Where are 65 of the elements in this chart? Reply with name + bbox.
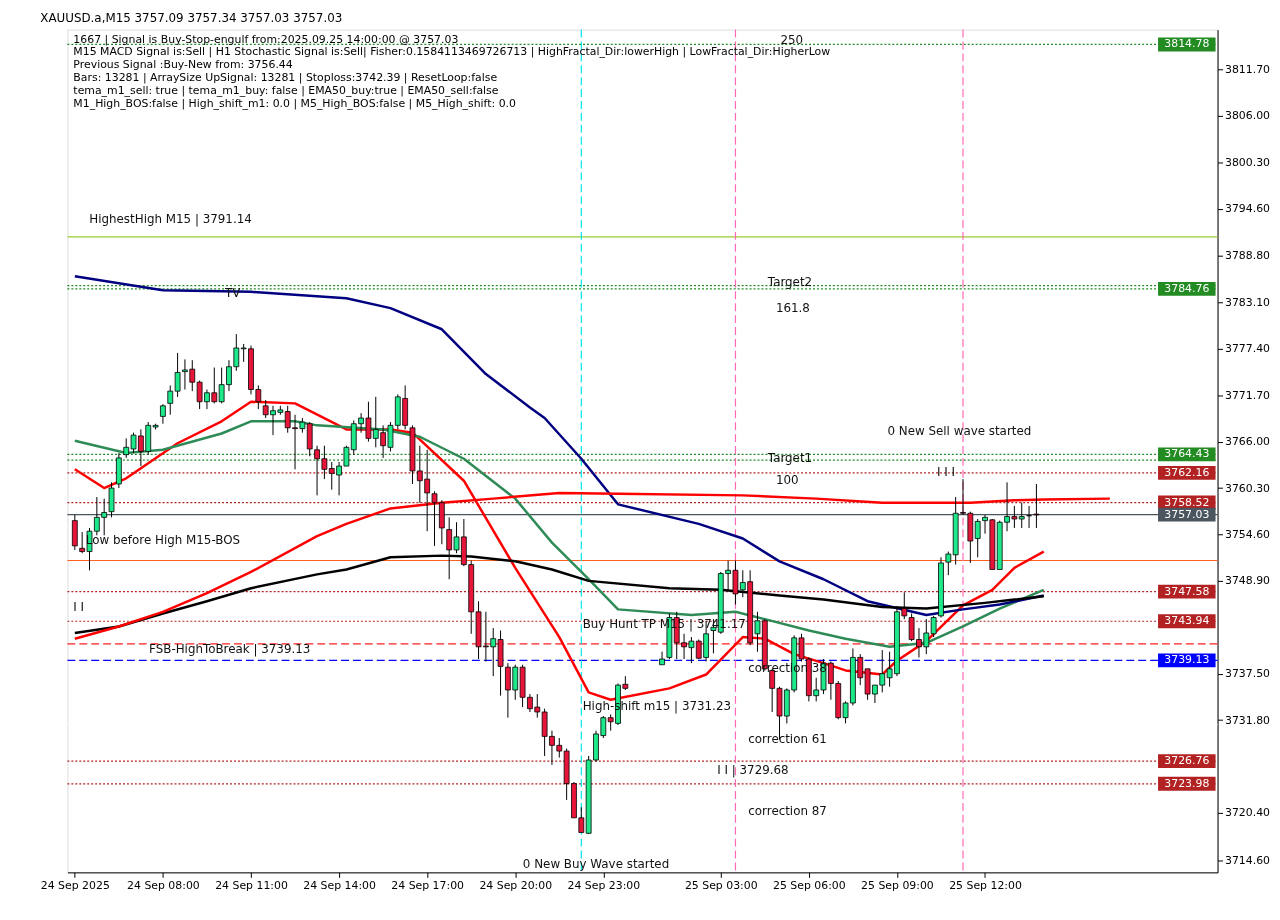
x-tick-label: 24 Sep 2025 — [40, 878, 110, 892]
annotation: Target1 — [766, 450, 813, 465]
annotation: 1667 | Signal is Buy-Stop-engulf from:2025.09.25 14:00:00 @ 3757.03 — [73, 32, 459, 46]
line-series — [73, 275, 1045, 617]
y-tick-label: 3811.70 — [1224, 62, 1271, 76]
annotation: I I — [73, 599, 84, 614]
ref-line-label: 3784.76 — [1164, 281, 1210, 295]
y-tick-label: 3737.50 — [1224, 667, 1271, 681]
x-tick-label: 24 Sep 17:00 — [391, 878, 465, 892]
annotation: 161.8 — [775, 300, 810, 315]
annotation: HighestHigh M15 | 3791.14 — [89, 212, 252, 228]
annotation: M1_High_BOS:false | High_shift_m1: 0.0 | M5_High_BOS:false | M5_High_shift: 0.0 — [73, 96, 517, 110]
ref-line-label: 3747.58 — [1164, 584, 1210, 598]
x-tick-label: 25 Sep 06:00 — [773, 878, 846, 892]
x-tick-label: 25 Sep 12:00 — [949, 878, 1022, 892]
candlestick — [160, 403, 166, 425]
y-tick-label: 3806.00 — [1224, 109, 1271, 123]
candlestick — [108, 481, 115, 518]
annotation: tema_m1_sell: true | tema_m1_buy: false | EMA50_buy:true | EMA50_sell:false — [73, 84, 499, 98]
annotation: correction 87 — [748, 803, 827, 818]
chart-title: XAUUSD.a,M15 3757.09 3757.34 3757.03 3757.03 — [40, 11, 343, 26]
annotation: Previous Signal :Buy-New from: 3756.44 — [73, 58, 293, 72]
y-tick-label: 3777.40 — [1224, 342, 1271, 356]
x-tick-label: 24 Sep 23:00 — [567, 878, 641, 892]
y-tick-label: 3794.60 — [1224, 202, 1271, 216]
y-tick-label: 3720.40 — [1224, 806, 1271, 820]
x-tick-label: 24 Sep 08:00 — [127, 878, 200, 892]
ref-line-label: 3814.78 — [1164, 37, 1210, 51]
x-tick-label: 25 Sep 09:00 — [861, 878, 934, 892]
candlestick — [974, 518, 981, 558]
annotation: 0 New Sell wave started — [887, 423, 1032, 438]
annotation: I I | 3729.68 — [717, 762, 789, 778]
y-tick-label: 3754.60 — [1224, 527, 1271, 541]
y-tick-label: 3760.30 — [1224, 481, 1271, 495]
y-tick-label: 3714.60 — [1224, 853, 1271, 867]
annotation: correction 61 — [748, 732, 827, 747]
x-tick-label: 24 Sep 11:00 — [215, 878, 288, 892]
y-tick-label: 3788.80 — [1224, 249, 1271, 263]
ref-line-label: 3762.16 — [1164, 465, 1210, 479]
ref-line-label: 3764.43 — [1164, 447, 1210, 461]
annotation: I I I — [936, 465, 955, 480]
y-tick-label: 3748.90 — [1224, 574, 1271, 588]
annotation: 100 — [775, 473, 799, 488]
ref-line-label: 3723.98 — [1164, 776, 1210, 790]
y-tick-label: 3800.30 — [1224, 155, 1271, 169]
y-tick-label: 3766.00 — [1224, 435, 1271, 449]
annotation: Target2 — [766, 275, 813, 290]
x-tick-label: 24 Sep 14:00 — [303, 878, 376, 892]
y-tick-label: 3771.70 — [1224, 388, 1271, 402]
y-tick-label: 3731.80 — [1224, 713, 1271, 727]
ref-line-label: 3743.94 — [1164, 614, 1210, 628]
annotation: FSB-HighToBreak | 3739.13 — [149, 642, 311, 658]
y-tick-label: 3783.10 — [1224, 295, 1271, 309]
x-tick-label: 25 Sep 03:00 — [684, 878, 758, 892]
x-tick-label: 24 Sep 20:00 — [479, 878, 553, 892]
annotation: 0 New Buy Wave started — [522, 856, 670, 871]
annotation: M15 MACD Signal is:Sell | H1 Stochastic Signal is:Sell| Fisher:0.1584113469726713 | HighFractal_Dir:lowerHigh | LowFractal_Dir:HigherLow — [73, 45, 831, 59]
ref-line-label: 3726.76 — [1164, 754, 1210, 768]
ref-line-label: 3757.03 — [1164, 507, 1210, 521]
annotation: 250 — [780, 32, 804, 47]
ref-line-label: 3758.52 — [1164, 495, 1210, 509]
candlestick — [659, 651, 665, 666]
candlestick — [930, 615, 937, 638]
ref-line-label: 3739.13 — [1164, 653, 1210, 667]
annotation: Bars: 13281 | ArraySize UpSignal: 13281 | Stoploss:3742.39 | ResetLoop:false — [73, 71, 498, 85]
